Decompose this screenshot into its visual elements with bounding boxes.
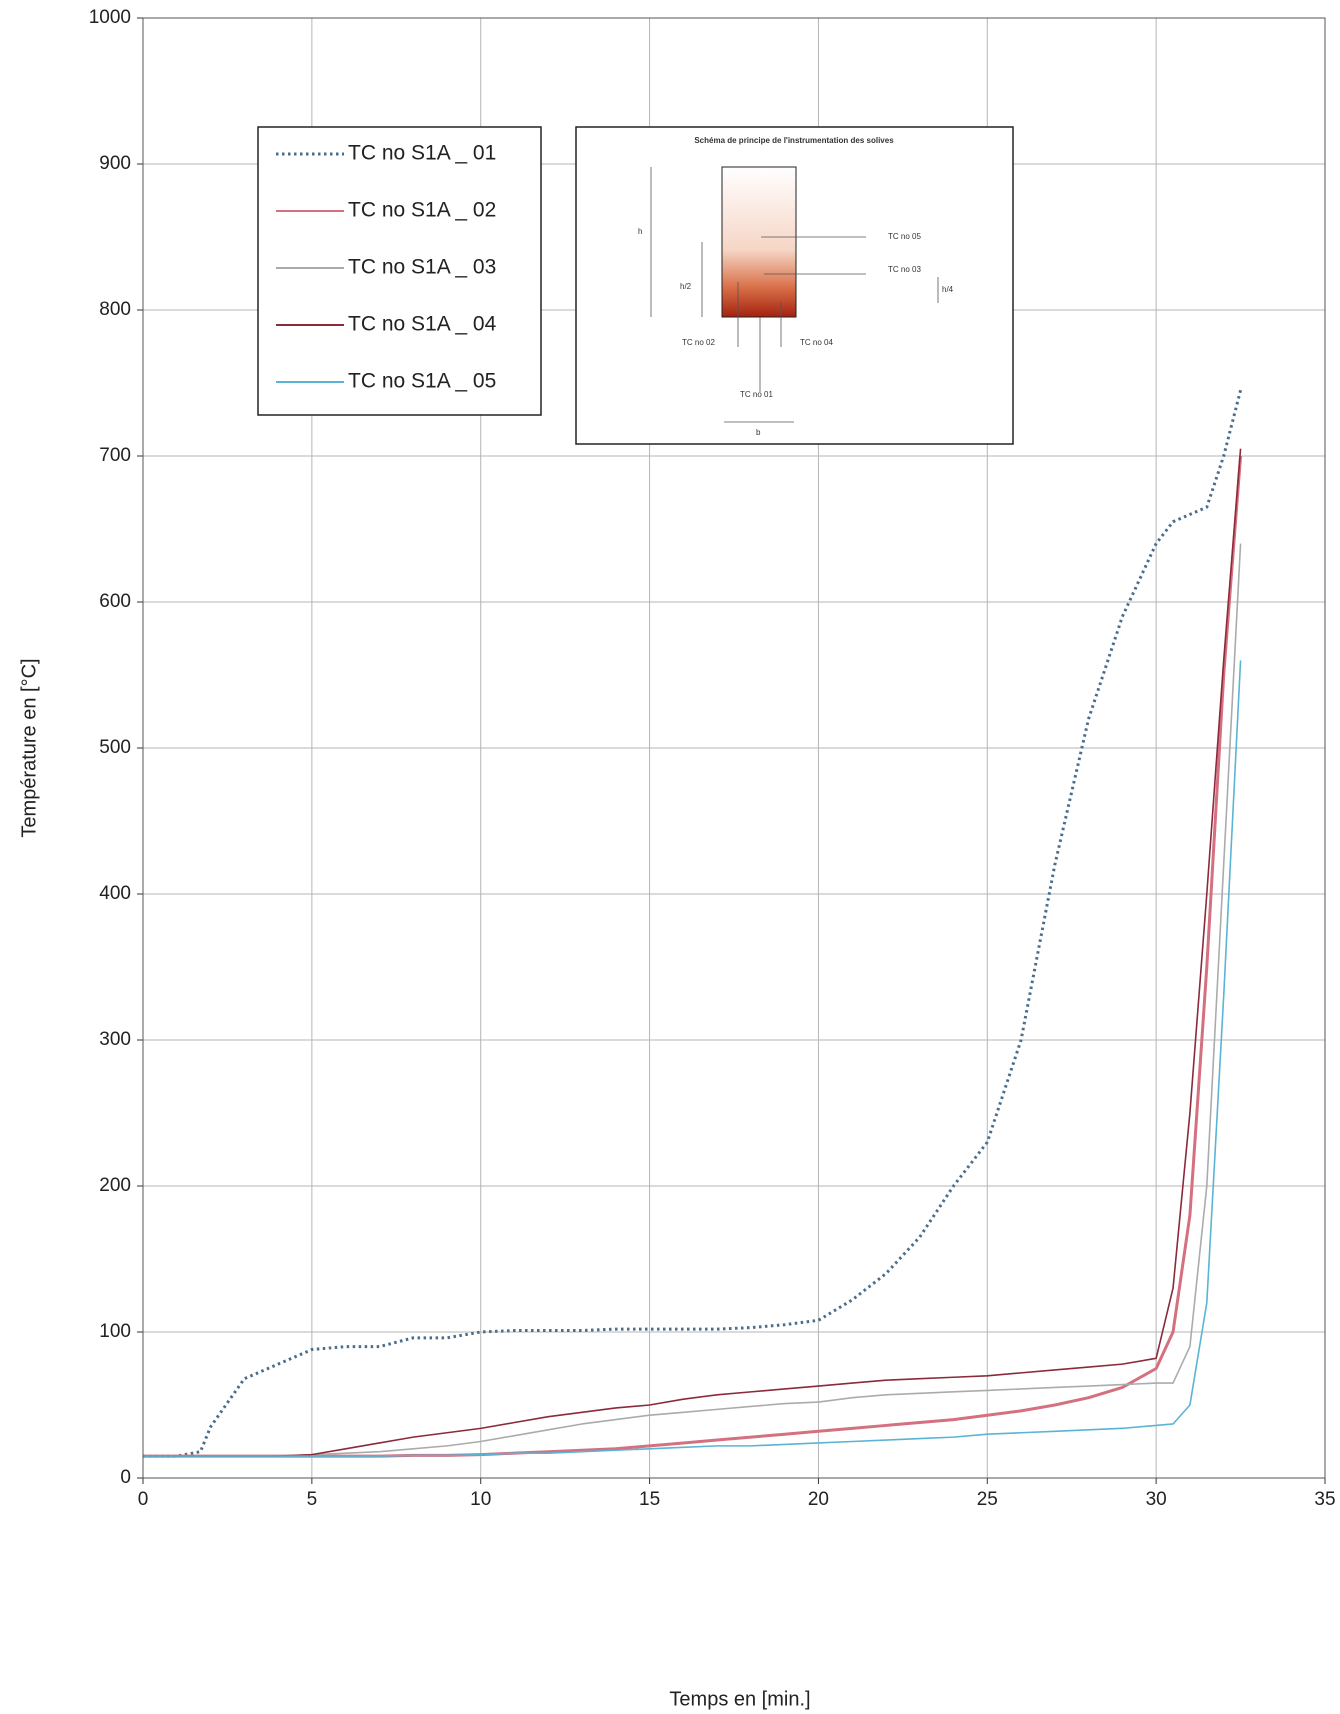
legend-label: TC no S1A _ 03 (348, 256, 496, 279)
legend-label: TC no S1A _ 01 (348, 142, 496, 165)
y-tick-label: 100 (99, 1321, 131, 1342)
y-tick-label: 800 (99, 299, 131, 320)
x-tick-label: 5 (307, 1489, 318, 1510)
inset-title: Schéma de principe de l'instrumentation … (694, 136, 894, 145)
x-tick-label: 35 (1314, 1489, 1335, 1510)
legend-label: TC no S1A _ 02 (348, 199, 496, 222)
x-tick-label: 30 (1146, 1489, 1167, 1510)
inset-label: h/2 (680, 282, 692, 291)
x-tick-label: 15 (639, 1489, 660, 1510)
plot-frame (142, 17, 1326, 1479)
beam-section (721, 166, 797, 318)
inset-diagram: Schéma de principe de l'instrumentation … (575, 126, 1014, 445)
y-tick-label: 600 (99, 591, 131, 612)
legend: TC no S1A _ 01 TC no S1A _ 02 TC no S1A _ … (257, 126, 542, 416)
x-tick-label: 20 (808, 1489, 829, 1510)
series-line (143, 543, 1242, 1457)
y-tick-label: 1000 (89, 7, 131, 28)
inset-label: h/4 (942, 285, 954, 294)
y-tick-label: 300 (99, 1029, 131, 1050)
x-axis-label: Temps en [min.] (669, 1688, 810, 1710)
inset-label: TC no 05 (888, 232, 921, 241)
series-line (143, 455, 1243, 1458)
series-line (143, 448, 1242, 1457)
x-tick-label: 10 (470, 1489, 491, 1510)
x-tick-label: 0 (138, 1489, 149, 1510)
inset-label: TC no 02 (682, 338, 715, 347)
series-line (143, 660, 1242, 1457)
inset-arrows (650, 167, 939, 423)
plot-lines (143, 389, 1243, 1458)
y-axis-label: Température en [°C] (18, 658, 40, 837)
inset-label: b (756, 428, 761, 437)
legend-box (257, 126, 542, 416)
x-tick-label: 25 (977, 1489, 998, 1510)
y-tick-label: 200 (99, 1175, 131, 1196)
y-tick-label: 900 (99, 153, 131, 174)
legend-label: TC no S1A _ 04 (348, 313, 497, 336)
inset-label: TC no 04 (800, 338, 833, 347)
inset-label: h (638, 227, 642, 236)
grid: 0 100 200 300 400 500 600 700 800 900 1000 0 5 10 15 20… (89, 7, 1336, 1510)
y-tick-label: 400 (99, 883, 131, 904)
legend-label: TC no S1A _ 05 (348, 370, 496, 393)
inset-label: TC no 03 (888, 265, 921, 274)
series-line (143, 389, 1243, 1458)
y-tick-label: 700 (99, 445, 131, 466)
y-tick-label: 0 (120, 1467, 131, 1488)
y-tick-label: 500 (99, 737, 131, 758)
inset-label: TC no 01 (740, 390, 773, 399)
